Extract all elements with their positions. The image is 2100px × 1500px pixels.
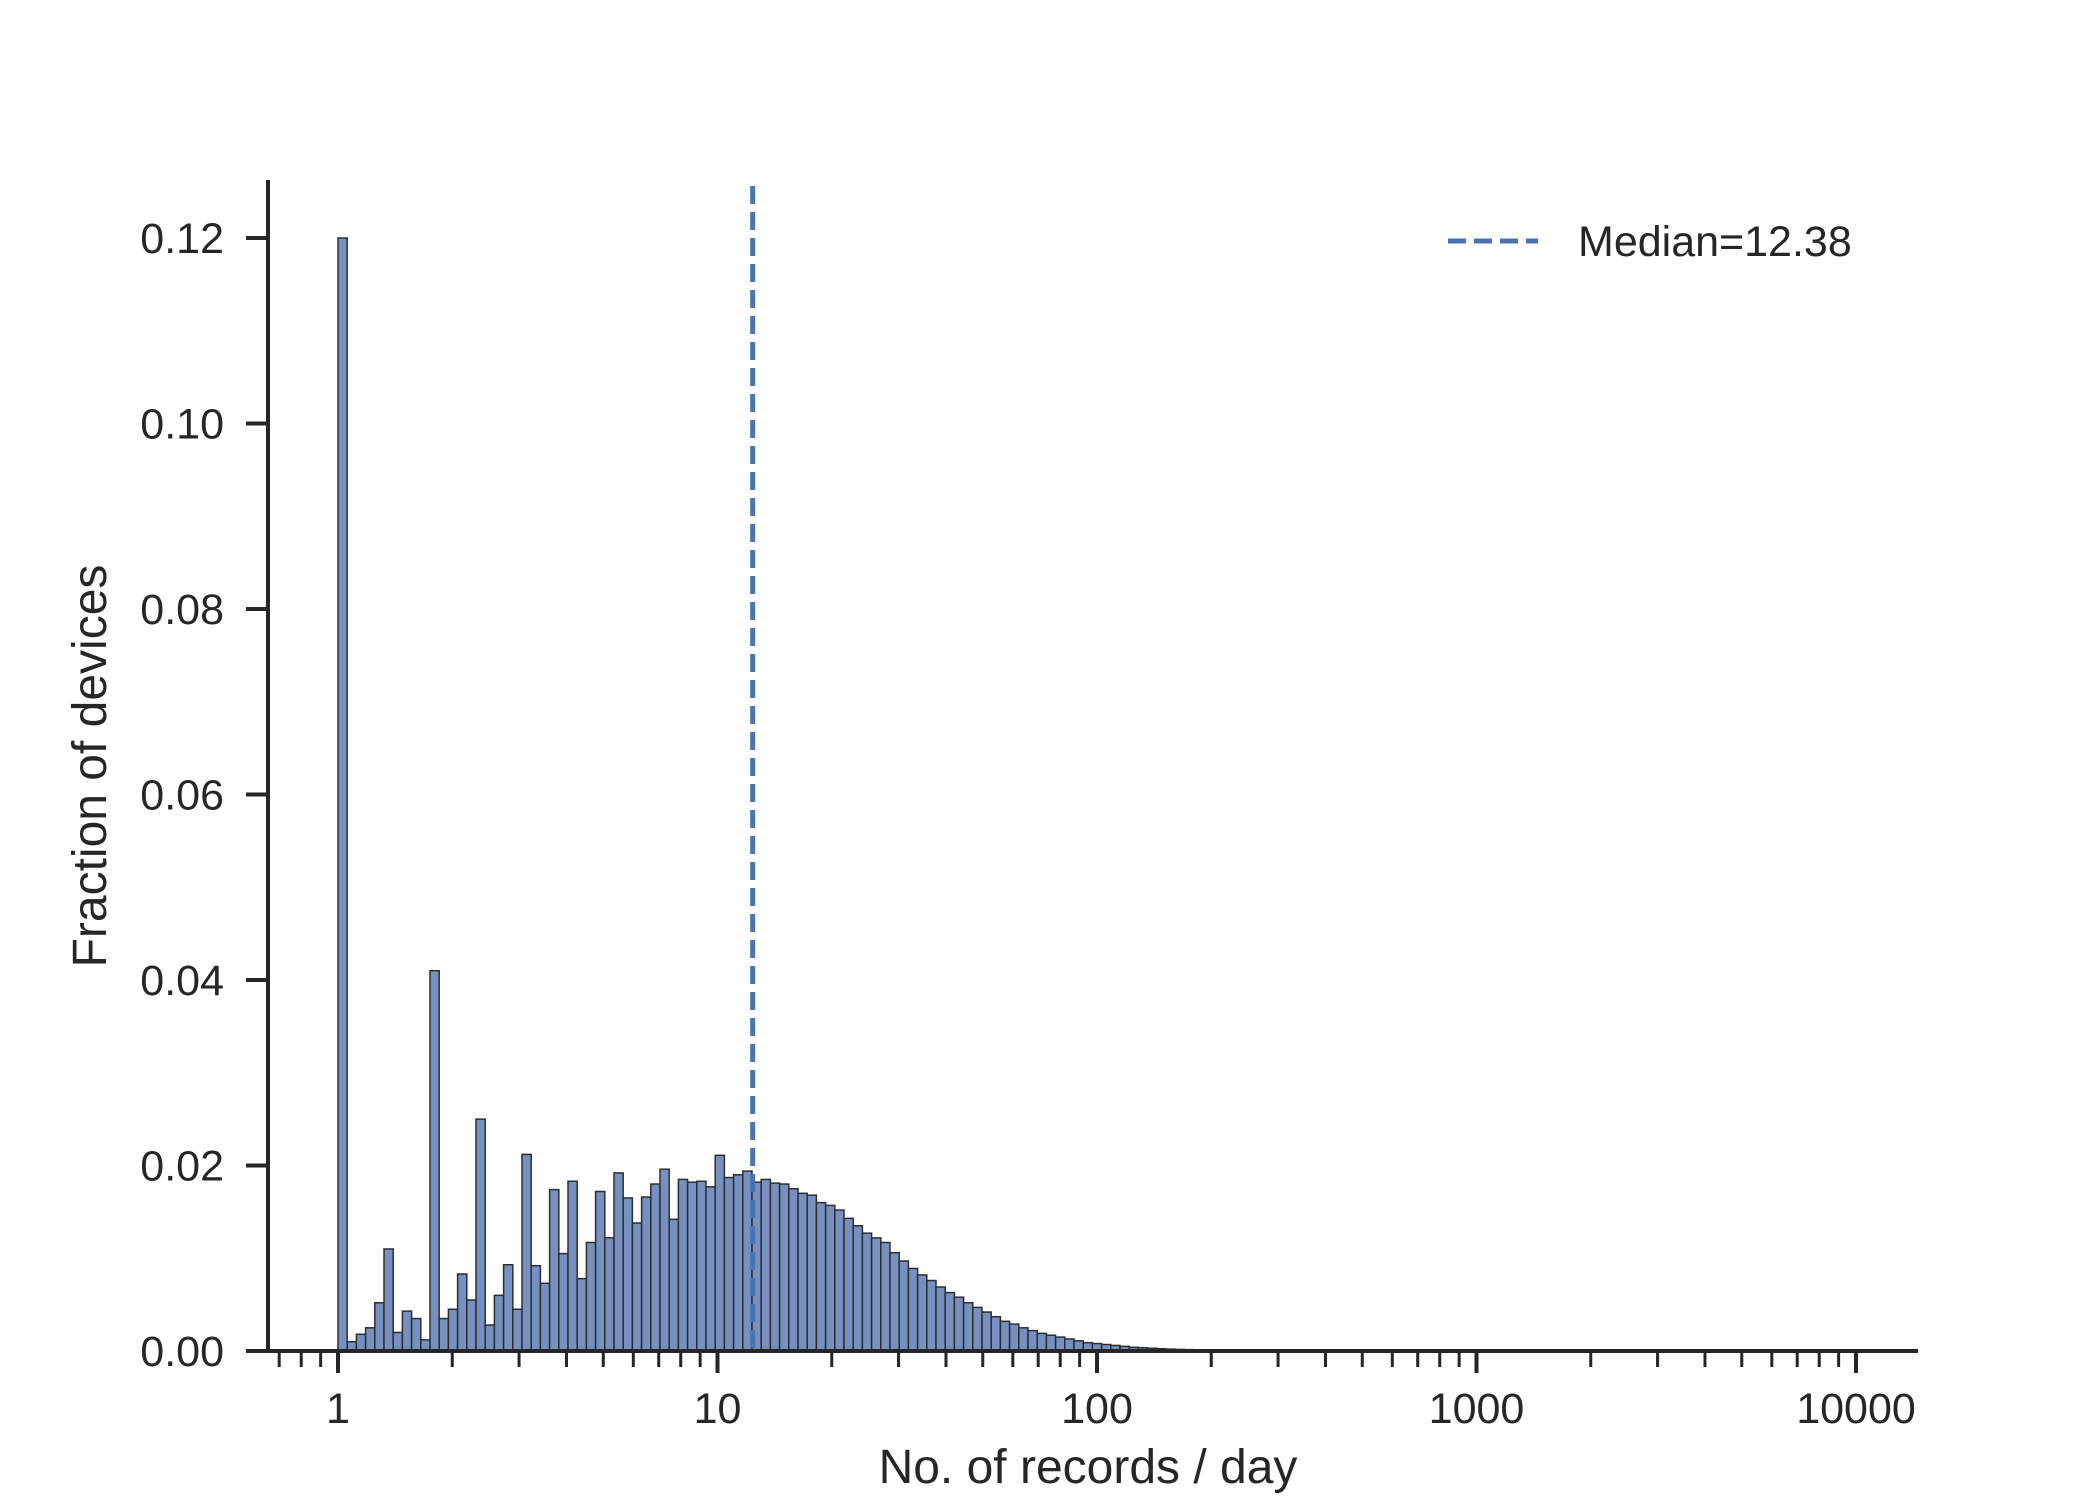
histogram-bar (613, 1172, 624, 1352)
x-tick-label: 1 (326, 1385, 350, 1433)
histogram-bar (585, 1241, 597, 1352)
histogram-bar (769, 1182, 781, 1352)
histogram-bar (650, 1183, 661, 1352)
histogram-bar (686, 1181, 698, 1352)
histogram-bar (778, 1183, 790, 1352)
histogram-bar (631, 1222, 643, 1352)
x-tick-label: 10 (694, 1385, 742, 1433)
histogram-bar (502, 1263, 514, 1352)
y-axis: 0.00 0.02 0.04 0.06 0.08 0.10 0.12 (140, 180, 270, 1376)
histogram-bar (668, 1218, 680, 1352)
histogram-bar (530, 1264, 542, 1352)
histogram-bar (521, 1153, 532, 1352)
y-tick-label: 0.02 (140, 1143, 224, 1191)
y-tick-label: 0.00 (140, 1328, 224, 1376)
histogram-bar (843, 1217, 854, 1352)
histogram-bar (806, 1194, 818, 1352)
histogram-bar (567, 1180, 578, 1352)
histogram-bar (576, 1277, 588, 1352)
histogram-bar (1027, 1329, 1038, 1352)
histogram-bar (990, 1315, 1002, 1352)
histogram-bar (447, 1308, 459, 1352)
histogram-bar (374, 1302, 385, 1352)
histogram-bar (981, 1311, 992, 1352)
histogram-bar (548, 1188, 560, 1352)
histogram-bar (907, 1267, 919, 1352)
histogram-bar (788, 1187, 799, 1352)
histogram-bar (824, 1204, 836, 1352)
histogram-bar (410, 1317, 422, 1352)
histogram-bar (484, 1324, 496, 1352)
y-axis-label: Fraction of devices (64, 565, 117, 968)
histogram-bar (355, 1333, 367, 1352)
histogram-bar (383, 1248, 394, 1352)
histogram-bar (594, 1190, 606, 1352)
y-tick-label: 0.08 (140, 586, 224, 634)
histogram-bar (834, 1209, 845, 1352)
histogram-bar (723, 1176, 735, 1352)
histogram-bar (337, 237, 348, 1352)
histogram-bar (962, 1302, 974, 1352)
histogram-bar (861, 1232, 873, 1352)
legend: Median=12.38 (1448, 218, 1852, 266)
histogram-bar (475, 1118, 486, 1352)
x-axis-label: No. of records / day (879, 1441, 1298, 1494)
histogram-bar (512, 1308, 523, 1352)
x-tick-label: 10000 (1796, 1385, 1916, 1433)
histogram-bar (558, 1252, 569, 1352)
y-tick-label: 0.10 (140, 401, 224, 449)
histogram-bar (392, 1331, 404, 1352)
histogram-bar (797, 1192, 808, 1352)
y-tick-label: 0.04 (140, 957, 224, 1005)
histogram-bar (604, 1237, 615, 1352)
histogram-bar (677, 1178, 689, 1352)
histogram-bar (916, 1274, 928, 1352)
histogram-bar (953, 1296, 965, 1352)
x-tick-label: 1000 (1429, 1385, 1525, 1433)
y-tick-label: 0.12 (140, 215, 224, 263)
histogram-bar (429, 969, 440, 1352)
histogram-bar (1045, 1334, 1057, 1352)
x-axis: 1 10 100 1000 10000 (246, 1349, 1918, 1433)
histogram-bar (926, 1279, 937, 1352)
legend-label: Median=12.38 (1578, 218, 1852, 266)
histogram-bar (1008, 1323, 1020, 1352)
histogram-bar (935, 1286, 946, 1352)
histogram-bar (696, 1180, 707, 1352)
histogram-bar (880, 1241, 891, 1352)
histogram-bar (438, 1317, 450, 1352)
histogram-bar (640, 1196, 652, 1352)
histogram-bar (760, 1178, 772, 1352)
histogram-bar (539, 1282, 551, 1352)
histogram-bar (659, 1168, 670, 1352)
histogram-bar (870, 1237, 882, 1352)
histogram-bar (466, 1299, 477, 1352)
y-tick-label: 0.06 (140, 772, 224, 820)
histogram-bar (889, 1251, 900, 1352)
histogram-bar (401, 1310, 413, 1352)
histogram-bar (493, 1294, 505, 1352)
histogram-bar (999, 1320, 1011, 1352)
histogram-bar (622, 1197, 634, 1352)
histogram-bar (705, 1186, 716, 1352)
histogram-bars (337, 237, 1351, 1352)
histogram-bar (815, 1201, 827, 1352)
histogram-bar (1054, 1336, 1066, 1352)
histogram-bar (732, 1174, 744, 1352)
histogram-bar (944, 1291, 956, 1352)
histogram-bar (364, 1327, 376, 1352)
histogram-bar (972, 1306, 983, 1352)
histogram-bar (714, 1154, 726, 1352)
histogram-bar (456, 1273, 468, 1352)
x-tick-label: 100 (1061, 1385, 1133, 1433)
histogram-bar (898, 1260, 910, 1352)
histogram-bar (1036, 1332, 1048, 1352)
histogram-bar (852, 1225, 864, 1352)
histogram-bar (1018, 1327, 1029, 1352)
